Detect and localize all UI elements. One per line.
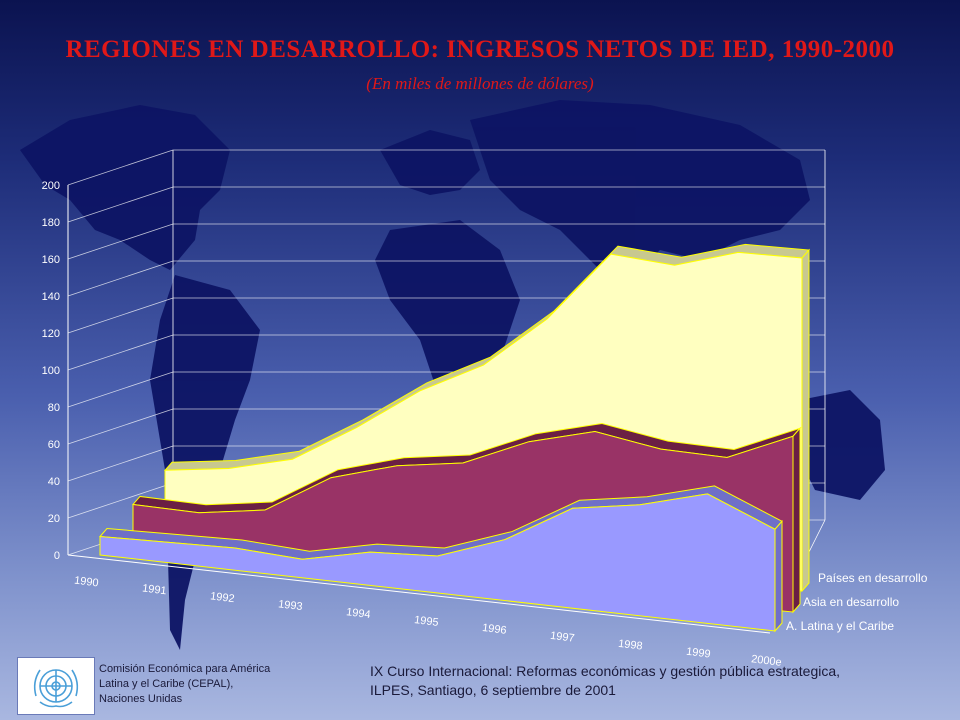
y-tick-label: 80 bbox=[48, 402, 60, 414]
y-tick-label: 20 bbox=[48, 513, 60, 525]
x-axis-line bbox=[67, 554, 771, 634]
footer-right-line2: ILPES, Santiago, 6 septiembre de 2001 bbox=[370, 682, 616, 698]
y-tick-label: 200 bbox=[42, 180, 60, 192]
footer-course: IX Curso Internacional: Reformas económi… bbox=[370, 662, 950, 700]
x-tick-label: 1992 bbox=[209, 590, 235, 605]
y-tick-label: 160 bbox=[42, 254, 60, 266]
area-end-face bbox=[774, 519, 783, 633]
area-end-face bbox=[792, 426, 801, 614]
area-front-face bbox=[99, 493, 776, 632]
y-tick-label: 40 bbox=[48, 476, 60, 488]
footer-left-line2: Latina y el Caribe (CEPAL), bbox=[99, 678, 234, 690]
y-tick-label: 120 bbox=[42, 328, 60, 340]
x-tick-label: 1996 bbox=[481, 622, 507, 637]
x-tick-label: 1990 bbox=[73, 575, 99, 590]
y-tick-label: 60 bbox=[48, 439, 60, 451]
y-tick-label: 100 bbox=[42, 365, 60, 377]
y-tick-label: 140 bbox=[42, 291, 60, 303]
footer-left-line1: Comisión Económica para América bbox=[99, 663, 271, 675]
chart-subtitle: (En miles de millones de dólares) bbox=[366, 74, 594, 93]
legend-label: A. Latina y el Caribe bbox=[786, 619, 894, 633]
y-tick-label: 0 bbox=[54, 550, 60, 562]
legend-label: Asia en desarrollo bbox=[803, 595, 899, 609]
x-tick-label: 2000e bbox=[750, 653, 782, 669]
x-tick-label: 1993 bbox=[277, 598, 303, 613]
x-tick-label: 1997 bbox=[549, 630, 575, 645]
x-tick-label: 1995 bbox=[413, 614, 439, 629]
chart-labels: 0 20 40 60 80 100 120 140 160 180 200 1990 1991 1992 1… bbox=[42, 180, 928, 669]
area-end-face bbox=[801, 248, 810, 593]
chart-title: REGIONES EN DESARROLLO: INGRESOS NETOS D… bbox=[65, 36, 895, 63]
footer-right-line1: IX Curso Internacional: Reformas económi… bbox=[370, 663, 841, 679]
x-tick-label: 1994 bbox=[345, 606, 371, 621]
un-logo bbox=[17, 657, 95, 715]
footer-organization: Comisión Económica para América Latina y… bbox=[99, 662, 329, 707]
x-tick-label: 1999 bbox=[685, 646, 711, 661]
y-tick-label: 180 bbox=[42, 217, 60, 229]
x-tick-label: 1991 bbox=[141, 582, 167, 597]
x-tick-label: 1998 bbox=[617, 638, 643, 653]
chart-series bbox=[98, 243, 811, 633]
legend-label: Países en desarrollo bbox=[818, 571, 928, 585]
footer-left-line3: Naciones Unidas bbox=[99, 693, 183, 705]
